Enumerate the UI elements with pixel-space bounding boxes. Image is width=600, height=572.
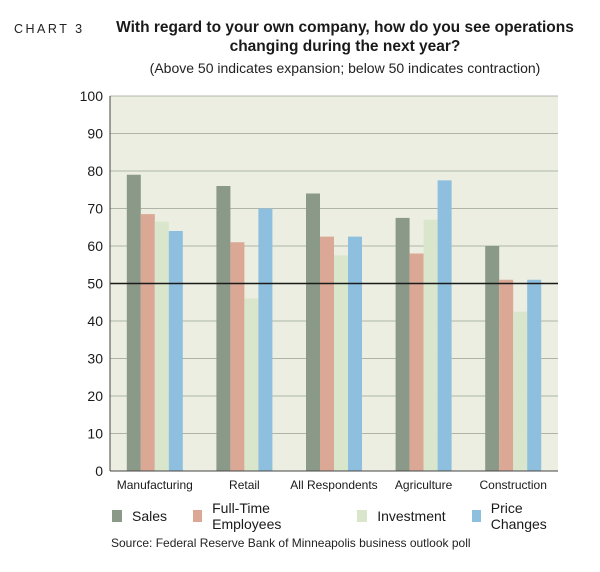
bar-investment-3 xyxy=(423,219,438,471)
bar-full-time-employees-3 xyxy=(409,253,424,471)
legend-label: Price Changes xyxy=(490,500,547,532)
bar-full-time-employees-2 xyxy=(320,236,334,471)
legend-label: Investment xyxy=(377,508,446,524)
bar-price-changes-0 xyxy=(168,231,183,471)
x-tick-label: Agriculture xyxy=(395,478,453,492)
legend-item: Investment xyxy=(357,508,446,524)
y-tick-label: 0 xyxy=(95,463,103,479)
bar-full-time-employees-0 xyxy=(140,214,155,471)
bar-sales-1 xyxy=(216,186,231,471)
source-note: Source: Federal Reserve Bank of Minneapo… xyxy=(111,536,471,550)
legend-item: Sales xyxy=(112,508,167,524)
y-tick-label: 60 xyxy=(87,238,103,254)
legend-swatch xyxy=(357,510,368,522)
bar-sales-2 xyxy=(306,193,320,471)
bar-full-time-employees-1 xyxy=(230,242,245,471)
bar-investment-1 xyxy=(244,298,259,471)
legend-item: Price Changes xyxy=(471,500,574,532)
x-tick-label: Retail xyxy=(229,478,260,492)
bar-sales-4 xyxy=(485,246,500,471)
bar-sales-3 xyxy=(395,217,410,471)
bar-price-changes-2 xyxy=(348,236,362,471)
y-tick-label: 40 xyxy=(87,313,103,329)
y-tick-label: 100 xyxy=(80,88,104,104)
bar-full-time-employees-4 xyxy=(499,279,514,471)
bar-investment-4 xyxy=(513,311,528,471)
chart-number: CHART 3 xyxy=(14,22,85,36)
x-tick-label: Construction xyxy=(480,478,547,492)
legend-swatch xyxy=(112,510,122,522)
legend-item: Full-Time Employees xyxy=(193,500,331,532)
legend-swatch xyxy=(193,510,203,522)
y-tick-label: 90 xyxy=(87,126,103,142)
y-tick-label: 10 xyxy=(87,426,103,442)
bar-investment-0 xyxy=(154,221,169,471)
chart-title: With regard to your own company, how do … xyxy=(116,19,574,55)
legend-label: Sales xyxy=(132,508,168,524)
legend-swatch xyxy=(471,510,481,522)
legend-label: Full-Time Employees xyxy=(212,500,282,532)
x-tick-label: All Respondents xyxy=(290,478,377,492)
bar-price-changes-1 xyxy=(258,208,273,471)
y-tick-label: 80 xyxy=(87,163,103,179)
y-tick-label: 50 xyxy=(87,276,103,292)
bar-price-changes-4 xyxy=(527,279,542,471)
y-tick-label: 30 xyxy=(87,351,103,367)
bar-investment-2 xyxy=(334,255,348,471)
bar-sales-0 xyxy=(126,174,141,471)
y-tick-label: 20 xyxy=(87,388,103,404)
bar-price-changes-3 xyxy=(437,180,452,471)
x-tick-label: Manufacturing xyxy=(117,478,193,492)
chart-subtitle: (Above 50 indicates expansion; below 50 … xyxy=(149,60,541,76)
y-tick-label: 70 xyxy=(87,201,103,217)
legend: Sales Full-Time Employees Investment Price … xyxy=(112,500,600,532)
